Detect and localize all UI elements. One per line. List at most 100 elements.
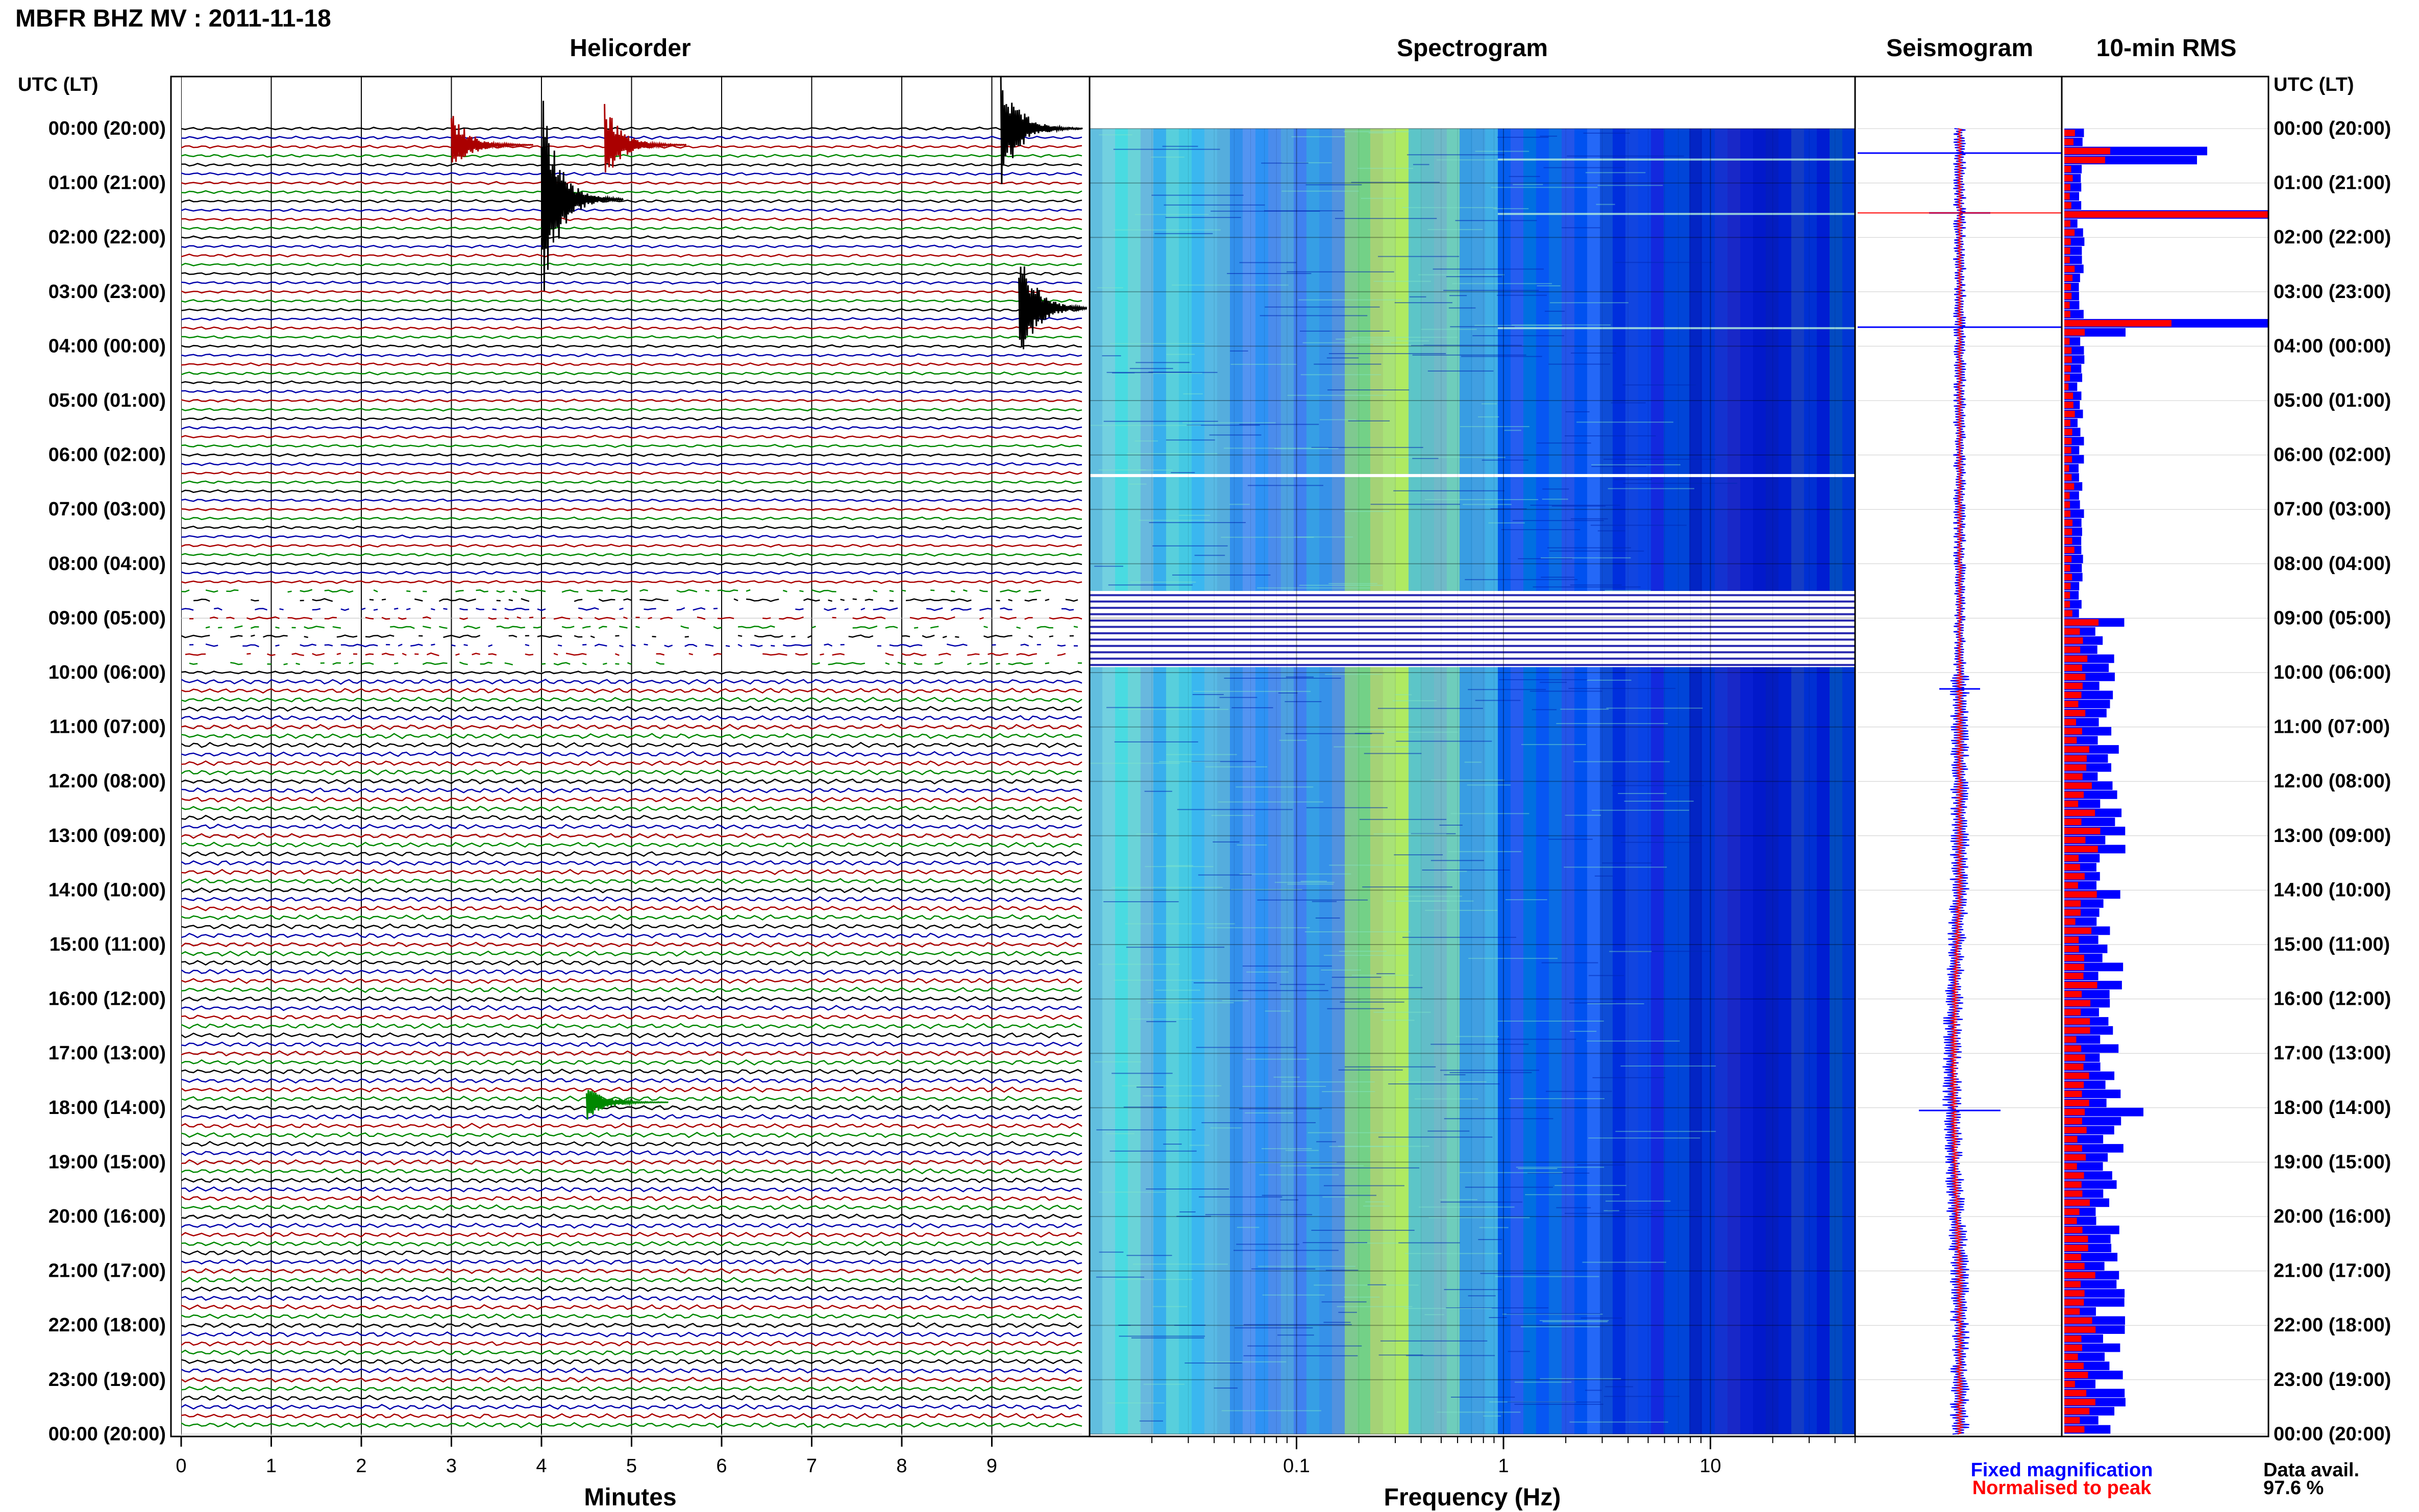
spectrogram-cell: [1383, 667, 1396, 1434]
time-label-left: 14:00 (10:00): [48, 879, 166, 901]
spectrogram-texture: [1274, 448, 1339, 450]
time-label-right: 02:00 (22:00): [2274, 227, 2391, 248]
helicorder-trace: [181, 335, 1082, 339]
spectrogram-texture: [1183, 393, 1203, 394]
spectrogram-cell: [1830, 667, 1843, 1434]
spectrogram-texture: [1094, 1061, 1142, 1062]
spectrogram-texture: [1311, 1229, 1415, 1231]
helicorder-trace: [181, 380, 1082, 385]
rms-bar-normalised: [2064, 1426, 2085, 1433]
spectrogram-cell: [1090, 129, 1103, 591]
time-label-left: 03:00 (23:00): [48, 281, 166, 303]
helicorder-trace: [181, 1141, 1082, 1147]
helicorder-trace: [181, 841, 1082, 848]
spectrogram-texture: [1109, 343, 1205, 344]
frequency-axis-label: Frequency (Hz): [1384, 1484, 1561, 1511]
spectrogram-cell: [1485, 667, 1498, 1434]
helicorder-trace: [181, 1358, 1082, 1365]
time-label-right: 08:00 (04:00): [2274, 553, 2391, 575]
spectrogram-cell: [1676, 129, 1690, 591]
time-label-right: 09:00 (05:00): [2274, 607, 2391, 629]
spectrogram-texture: [1439, 825, 1463, 826]
spectrogram-texture: [1427, 370, 1494, 372]
rms-bar-normalised: [2064, 302, 2070, 309]
spectrogram-texture: [1285, 1150, 1319, 1151]
rms-bar-normalised: [2064, 1000, 2091, 1007]
spectrogram-cell: [1753, 129, 1766, 591]
spectrogram-texture: [1549, 550, 1644, 552]
time-label-right: 03:00 (23:00): [2274, 281, 2391, 303]
spectrogram-texture: [1329, 864, 1409, 866]
spectrogram-texture: [1129, 1018, 1194, 1020]
time-label-right: 04:00 (00:00): [2274, 335, 2391, 357]
spectrogram-texture: [1090, 425, 1201, 426]
spectrogram-texture: [1540, 135, 1558, 137]
helicorder-trace: [181, 1222, 1082, 1229]
spectrogram-texture: [1409, 900, 1474, 902]
helicorder-trace: [181, 733, 1082, 739]
helicorder-trace: [181, 1005, 1082, 1011]
spectrogram-texture: [1424, 1314, 1445, 1316]
spectrogram-cell: [1268, 129, 1281, 591]
spectrogram-texture: [1424, 499, 1539, 501]
spectrogram-texture: [1134, 440, 1158, 442]
rms-bar-normalised: [2064, 1308, 2080, 1315]
spectrogram-texture: [1582, 1261, 1666, 1263]
helicorder-trace: [193, 598, 1078, 602]
spectrogram-cell: [1791, 667, 1805, 1434]
rms-bar-normalised: [2064, 528, 2072, 535]
spectrogram-texture: [1569, 1002, 1616, 1004]
spectrogram-texture: [1588, 975, 1624, 976]
spectrogram-cell: [1357, 667, 1371, 1434]
spectrogram-texture: [1148, 371, 1192, 373]
spectrogram-texture: [1322, 1091, 1375, 1093]
minute-tick-label: 0: [176, 1455, 186, 1477]
spectrogram-texture: [1119, 1335, 1205, 1337]
rms-bar-normalised: [2064, 746, 2089, 753]
spectrogram-texture: [1359, 819, 1447, 820]
rms-bar-normalised: [2064, 556, 2072, 562]
rms-bar-normalised: [2064, 157, 2105, 164]
helicorder-trace: [181, 1395, 1082, 1401]
helicorder-trace: [181, 553, 1082, 557]
spectrogram-texture: [1187, 425, 1260, 426]
helicorder-trace: [181, 244, 1082, 249]
time-label-left: 08:00 (04:00): [48, 553, 166, 575]
spectrogram-texture: [1154, 233, 1213, 234]
rms-bar-normalised: [2064, 637, 2083, 644]
helicorder-panel: [181, 77, 1087, 1435]
helicorder-trace: [181, 489, 1082, 493]
spectrogram-texture: [1606, 707, 1703, 709]
data-avail-value: 97.6 %: [2263, 1477, 2324, 1499]
helicorder-trace: [181, 262, 1082, 267]
helicorder-trace: [181, 1131, 1082, 1138]
rms-bar-normalised: [2064, 501, 2070, 508]
spectrogram-texture: [1306, 807, 1388, 808]
spectrogram-texture: [1467, 784, 1511, 786]
spectrogram-texture: [1273, 1076, 1300, 1078]
spectrogram-texture: [1521, 744, 1586, 746]
spectrogram-texture: [1418, 274, 1505, 276]
spectrogram-texture: [1481, 403, 1497, 405]
helicorder-trace: [181, 389, 1082, 394]
spectrogram-texture: [1166, 865, 1193, 866]
time-label-left: 13:00 (09:00): [48, 825, 166, 847]
spectrogram-texture: [1585, 172, 1646, 173]
spectrogram-texture: [1316, 1141, 1336, 1143]
spectrogram-panel: [1090, 77, 1855, 1435]
helicorder-trace: [181, 978, 1082, 984]
rms-bar-normalised: [2064, 292, 2072, 300]
spectrogram-texture: [1103, 901, 1179, 903]
helicorder-trace: [181, 507, 1082, 512]
spectrogram-texture: [1603, 1396, 1680, 1397]
spectrogram-texture: [1509, 1098, 1605, 1099]
spectrogram-cell: [1804, 667, 1817, 1434]
spectrogram-texture: [1591, 464, 1681, 465]
helicorder-trace: [181, 969, 1082, 975]
spectrogram-cell: [1281, 667, 1294, 1434]
time-label-left: 12:00 (08:00): [48, 771, 166, 792]
spectrogram-texture: [1452, 283, 1552, 284]
spectrogram-cell: [1702, 129, 1715, 591]
spectrogram-texture: [1307, 1132, 1400, 1133]
spectrogram-texture: [1126, 1255, 1172, 1256]
